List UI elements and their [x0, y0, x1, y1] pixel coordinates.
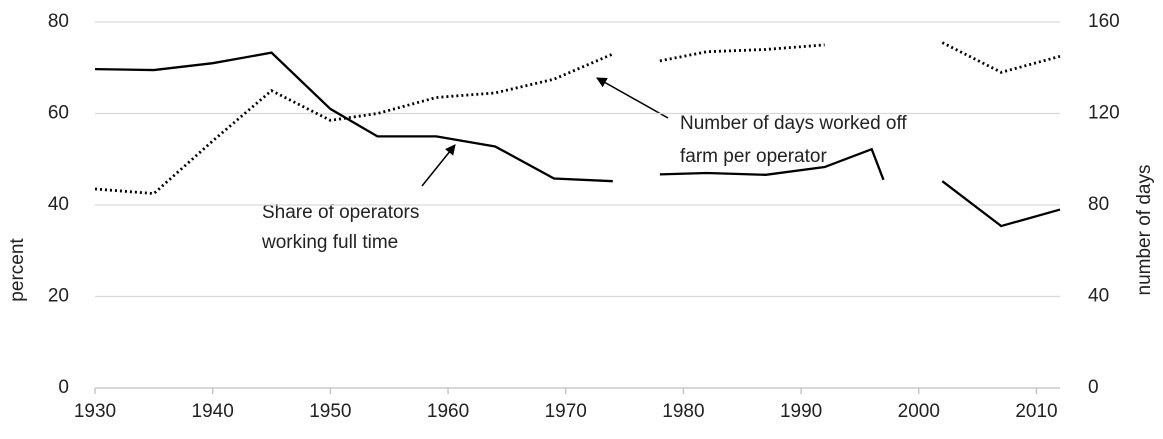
annotation-arrow	[421, 144, 456, 187]
series-line	[94, 51, 1061, 228]
annotation: Number of days worked off	[680, 113, 907, 134]
x-tick-label: 1980	[662, 401, 704, 422]
annotation: Share of operators	[262, 202, 419, 223]
y-tick-label: 0	[58, 377, 69, 398]
annotation: working full time	[261, 232, 398, 253]
series-line	[94, 41, 1061, 196]
annotation: farm per operator	[680, 146, 827, 167]
x-tick-label: 1970	[545, 401, 587, 422]
y2-tick-label: 120	[1088, 103, 1120, 124]
y2-tick-label: 160	[1088, 11, 1120, 32]
y-tick-label: 80	[48, 11, 69, 32]
x-tick-label: 1930	[74, 401, 116, 422]
y-tick-label: 60	[48, 103, 69, 124]
y-tick-label: 20	[48, 286, 69, 307]
x-tick-label: 1950	[309, 401, 351, 422]
annotation-arrow	[596, 77, 669, 119]
y-tick-label: 40	[48, 194, 69, 215]
y-axis-label: percent	[7, 238, 28, 302]
y2-tick-label: 40	[1088, 286, 1109, 307]
x-tick-label: 1990	[780, 401, 822, 422]
x-tick-label: 2010	[1015, 401, 1057, 422]
y2-tick-label: 80	[1088, 194, 1109, 215]
y2-tick-label: 0	[1088, 377, 1099, 398]
x-tick-label: 2000	[898, 401, 940, 422]
x-tick-label: 1960	[427, 401, 469, 422]
x-tick-label: 1940	[192, 401, 234, 422]
y2-axis-label: number of days	[1134, 165, 1155, 296]
